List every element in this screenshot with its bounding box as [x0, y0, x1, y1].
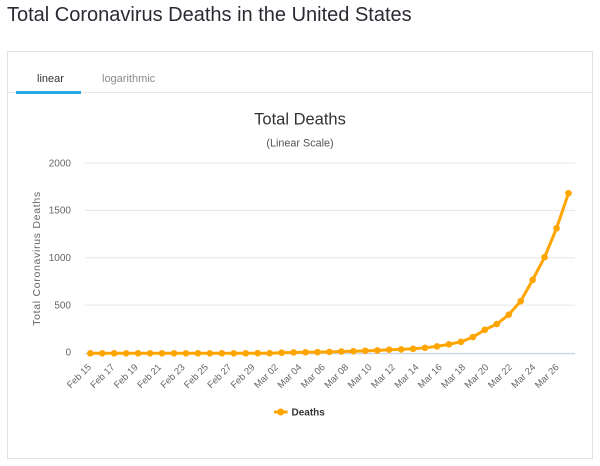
svg-text:Feb 27: Feb 27	[205, 362, 234, 391]
svg-text:Deaths: Deaths	[292, 408, 326, 419]
svg-text:Feb 23: Feb 23	[159, 362, 188, 391]
svg-text:1500: 1500	[49, 206, 72, 217]
svg-text:Feb 17: Feb 17	[89, 362, 118, 391]
svg-text:Mar 18: Mar 18	[439, 362, 468, 391]
svg-text:Mar 10: Mar 10	[346, 362, 375, 391]
svg-text:Mar 22: Mar 22	[486, 362, 515, 391]
svg-text:Total Coronavirus Deaths: Total Coronavirus Deaths	[31, 191, 43, 326]
svg-text:Mar 04: Mar 04	[276, 362, 305, 391]
svg-text:Feb 25: Feb 25	[182, 362, 211, 391]
svg-text:Mar 20: Mar 20	[463, 362, 492, 391]
svg-text:Feb 29: Feb 29	[229, 362, 258, 391]
svg-text:Feb 21: Feb 21	[135, 362, 164, 391]
svg-text:(Linear Scale): (Linear Scale)	[266, 138, 333, 150]
svg-text:Mar 08: Mar 08	[322, 362, 351, 391]
svg-text:Mar 02: Mar 02	[252, 362, 281, 391]
svg-text:Mar 26: Mar 26	[533, 362, 562, 391]
svg-text:2000: 2000	[49, 158, 72, 169]
svg-text:Feb 19: Feb 19	[112, 362, 141, 391]
svg-text:0: 0	[65, 348, 71, 359]
svg-text:Mar 12: Mar 12	[369, 362, 398, 391]
svg-text:1000: 1000	[49, 253, 72, 264]
svg-text:Total Deaths: Total Deaths	[254, 111, 346, 129]
svg-text:Mar 06: Mar 06	[299, 362, 328, 391]
svg-text:Mar 24: Mar 24	[510, 362, 539, 391]
svg-text:500: 500	[54, 300, 71, 311]
svg-text:Feb 15: Feb 15	[65, 362, 94, 391]
svg-text:Mar 14: Mar 14	[393, 362, 422, 391]
svg-text:Mar 16: Mar 16	[416, 362, 445, 391]
